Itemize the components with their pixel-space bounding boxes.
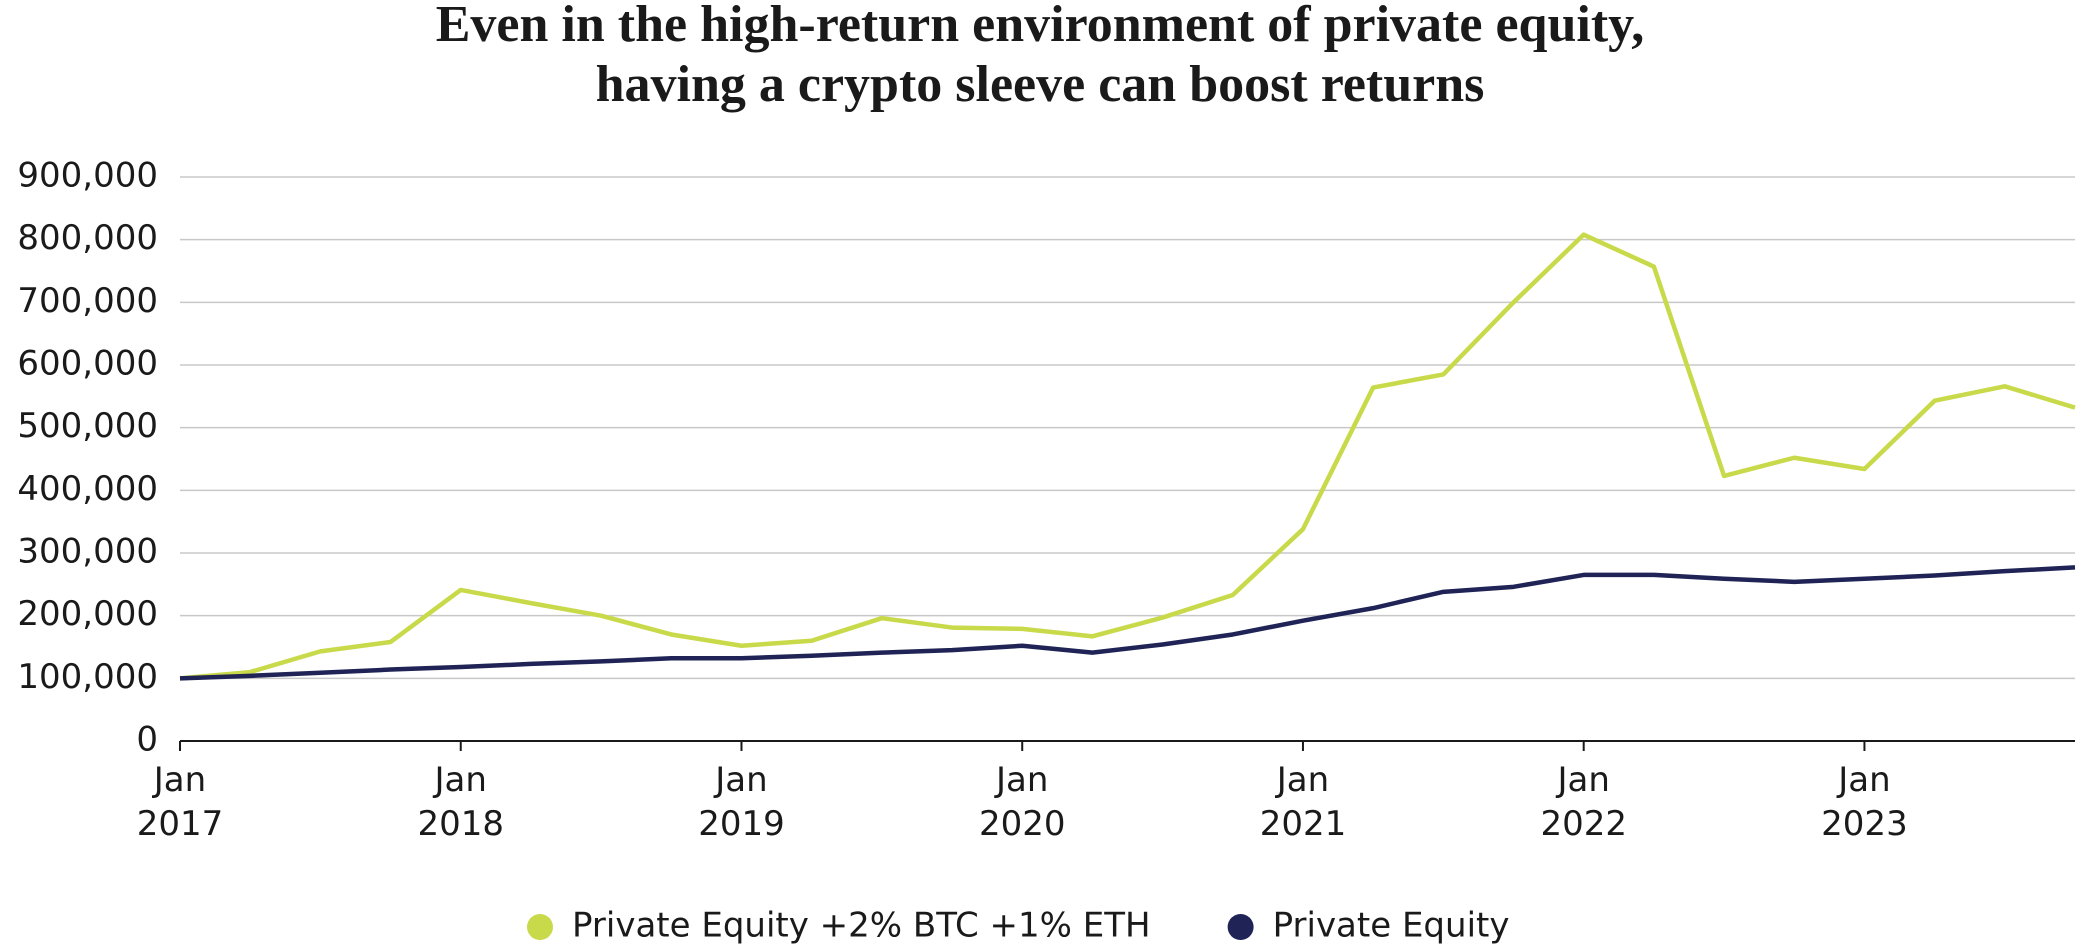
x-tick-label: Jan 2022: [1540, 760, 1627, 844]
y-tick-label: 800,000: [17, 218, 158, 258]
y-tick-label: 200,000: [17, 594, 158, 634]
y-tick-label: 400,000: [17, 469, 158, 509]
y-tick-label: 700,000: [17, 281, 158, 321]
x-tick-label: Jan 2019: [698, 760, 785, 844]
x-tick-label: Jan 2020: [979, 760, 1066, 844]
legend-label: Private Equity +2% BTC +1% ETH: [572, 906, 1151, 946]
x-tick-label: Jan 2018: [417, 760, 504, 844]
chart-title: having a crypto sleeve can boost returns: [596, 56, 1485, 113]
legend-label: Private Equity: [1273, 906, 1510, 946]
y-tick-label: 300,000: [17, 532, 158, 572]
chart-title: Even in the high-return environment of p…: [436, 0, 1645, 53]
legend-marker: [1227, 914, 1254, 940]
y-tick-label: 500,000: [17, 406, 158, 446]
series-line: [179, 565, 2076, 681]
series-line: [179, 232, 2076, 681]
y-tick-label: 600,000: [17, 344, 158, 384]
legend-marker: [527, 914, 553, 940]
y-tick-label: 0: [136, 720, 158, 760]
y-tick-label: 100,000: [17, 657, 158, 697]
x-tick-label: Jan 2021: [1260, 760, 1347, 844]
x-tick-label: Jan 2017: [137, 760, 224, 844]
x-tick-label: Jan 2023: [1821, 760, 1908, 844]
y-tick-label: 900,000: [17, 156, 158, 196]
